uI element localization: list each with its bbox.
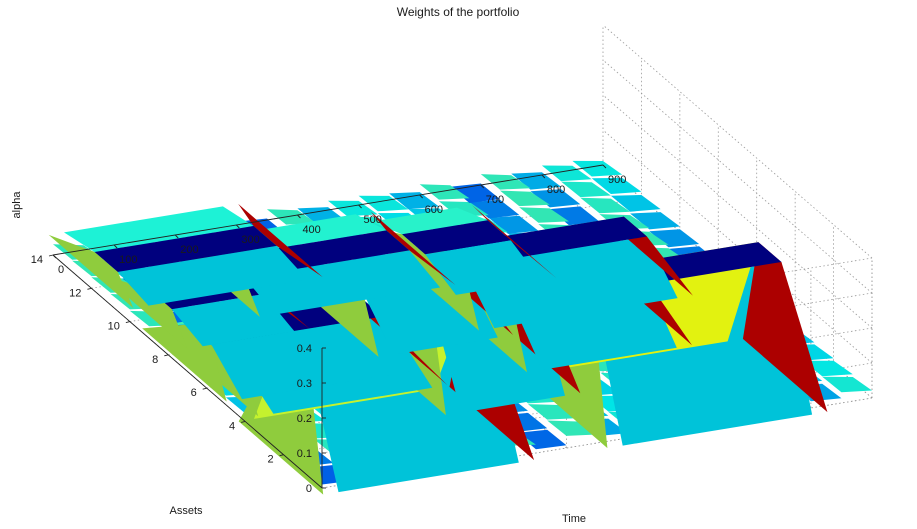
surface-layer (48, 160, 872, 495)
time-tick-mark (480, 184, 485, 189)
plateau-end-slope (238, 203, 323, 278)
time-tick-label: 700 (486, 194, 504, 206)
surface-ground-facet (547, 420, 597, 436)
time-tick-label: 400 (302, 224, 320, 236)
asset-tick-mark (87, 287, 92, 290)
plateau-back-slope (244, 250, 441, 315)
grid-line-alpha-side (602, 129, 873, 364)
surface-ground-facet (328, 200, 378, 217)
plateau-back-slope (171, 294, 295, 347)
plateau-end-slope (48, 234, 134, 309)
grid-line-alpha-side (602, 24, 873, 259)
time-tick-mark (236, 224, 240, 229)
alpha-tick-label: 0.1 (297, 448, 312, 460)
surface-ground-facet (488, 215, 539, 234)
time-tick-mark (419, 194, 423, 199)
surface-ground-facet (530, 189, 581, 208)
time-tick-label: 900 (608, 174, 626, 186)
time-tick-label: 500 (364, 214, 382, 226)
surface-ground-facet (561, 181, 611, 198)
surface-ground-facet (541, 165, 592, 182)
grid-line-alpha-side (602, 94, 873, 329)
axis-edge (52, 254, 323, 489)
axis-edge (52, 164, 604, 256)
time-tick-label: 200 (180, 244, 198, 256)
alpha-tick-label: 0.4 (297, 343, 312, 355)
axes-layer: 0 100 200 300 400 500 600 700 800 900 2 4 6 8 10 12 14 0 0… (31, 164, 626, 495)
plateau-end-slope (742, 242, 828, 413)
time-tick-mark (52, 254, 57, 259)
time-tick-mark (541, 174, 546, 179)
time-tick-mark (174, 234, 179, 239)
asset-tick-label: 10 (108, 321, 120, 333)
asset-tick-label: 14 (31, 254, 43, 266)
plateau-top (94, 226, 277, 272)
time-tick-mark (297, 214, 301, 219)
surface-ground-facet (389, 192, 439, 210)
time-tick-label: 600 (425, 204, 443, 216)
asset-tick-mark (202, 387, 207, 390)
time-tick-label: 300 (241, 234, 259, 246)
asset-tick-mark (48, 254, 54, 257)
surface-ground-facet (528, 404, 578, 420)
surface-ground-facet (438, 201, 489, 217)
asset-tick-label: 8 (152, 354, 158, 366)
z-axis-label: alpha (11, 191, 23, 219)
asset-tick-label: 2 (267, 454, 273, 466)
surface-ground-facet (630, 212, 680, 230)
time-tick-mark (358, 204, 362, 209)
surface-ground-facet (516, 429, 567, 450)
asset-tick-label: 4 (229, 420, 235, 432)
asset-tick-label: 12 (69, 287, 81, 299)
surface-ground-facet (649, 229, 700, 248)
surface-ground-facet (591, 177, 642, 194)
surface-ground-facet (419, 184, 470, 200)
plateau-end-slope (370, 211, 456, 285)
asset-tick-mark (164, 354, 169, 357)
asset-tick-mark (241, 420, 246, 423)
surface-ground-facet (266, 209, 317, 225)
alpha-tick-label: 0.2 (297, 413, 312, 425)
plateau-front-slope (371, 207, 488, 235)
surface-ground-facet (519, 207, 569, 223)
plateau-front-slope (64, 206, 254, 252)
time-tick-label: 0 (58, 264, 64, 276)
surface-ground-facet (358, 195, 409, 212)
asset-tick-label: 6 (191, 387, 197, 399)
time-tick-mark (602, 164, 607, 169)
plateau-top (402, 220, 511, 255)
surface-ground-facet (822, 376, 872, 393)
surface-ground-facet (580, 197, 631, 214)
time-tick-label: 800 (547, 184, 565, 196)
alpha-tick-label: 0.3 (297, 378, 312, 390)
grid-line-alpha-side (602, 59, 873, 294)
surface-ground-facet (511, 172, 562, 190)
x-axis-label: Time (562, 513, 586, 525)
plateau-back-slope (117, 245, 308, 306)
surface-ground-facet (500, 190, 550, 207)
plateau-back-slope (425, 240, 542, 295)
y-axis-label: Assets (169, 505, 203, 517)
surface-ground-facet (549, 206, 600, 226)
asset-tick-mark (279, 454, 284, 457)
chart-title: Weights of the portfolio (397, 5, 520, 19)
surface-ground-facet (572, 160, 623, 177)
surface-ground-facet (610, 195, 661, 212)
surface-ground-facet (469, 199, 520, 219)
time-tick-label: 100 (119, 254, 137, 266)
asset-tick-mark (125, 321, 130, 324)
surface-ground-facet (480, 174, 531, 190)
plateau-end-slope (472, 205, 557, 279)
time-tick-mark (113, 244, 118, 249)
alpha-tick-label: 0 (306, 483, 312, 495)
surface-ground-facet (803, 360, 853, 377)
